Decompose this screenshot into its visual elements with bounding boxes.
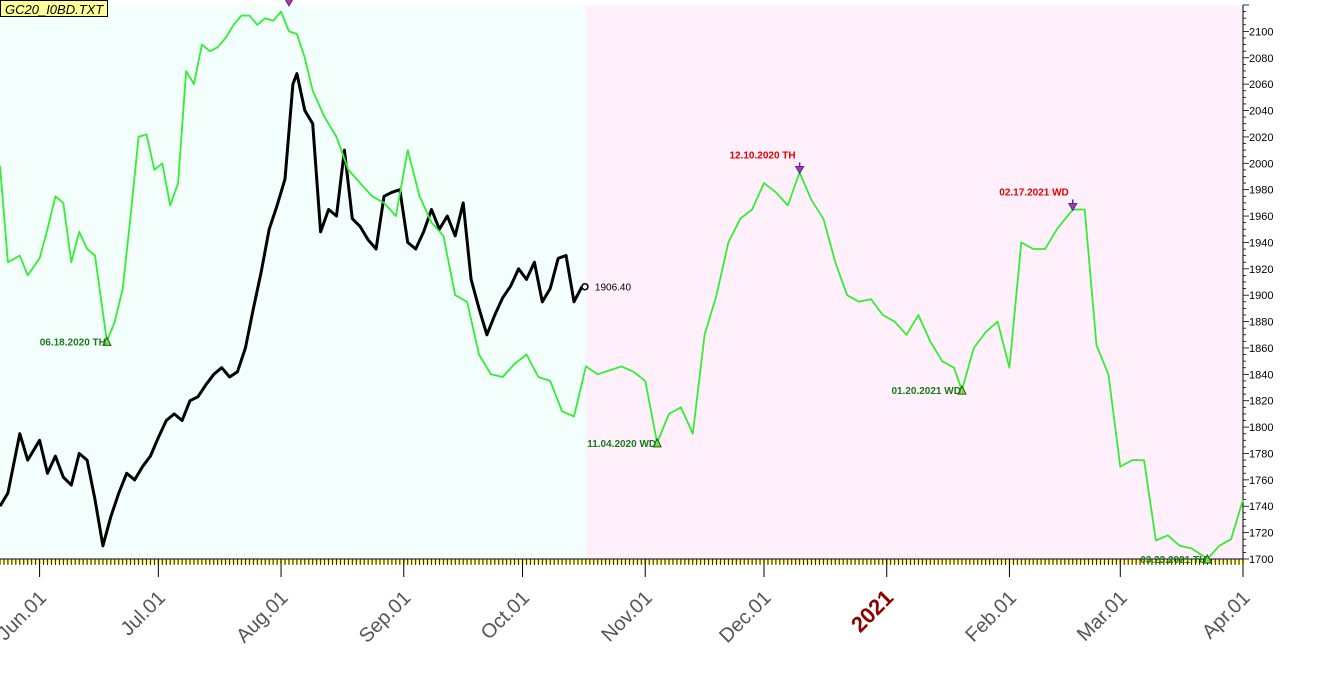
axis-tick-layer <box>0 4 1249 577</box>
y-tick-label: 2040 <box>1249 106 1273 118</box>
low-date-label: 01.20.2021 WD <box>891 386 961 397</box>
low-date-label: 03.23.2021 TU <box>1140 555 1206 566</box>
low-marker-arrow <box>652 437 662 448</box>
x-tick-label: Oct.01 <box>477 587 534 644</box>
x-minor-tick-marker <box>0 560 2 564</box>
y-tick-label: 2100 <box>1249 26 1273 38</box>
y-tick-label: 1880 <box>1249 317 1273 329</box>
x-tick-label: Aug.01 <box>232 587 292 647</box>
y-tick-label: 1900 <box>1249 290 1273 302</box>
forecast-region <box>585 5 1243 559</box>
price-series-line <box>0 72 584 548</box>
turning-point-layer <box>102 0 1213 564</box>
x-tick-label: Jun.01 <box>0 587 51 645</box>
y-tick-label: 2000 <box>1249 158 1273 170</box>
x-tick-label: Feb.01 <box>961 587 1021 647</box>
low-date-label: 06.18.2020 TH <box>40 337 106 348</box>
y-tick-label: 2060 <box>1249 79 1273 91</box>
y-tick-label: 1800 <box>1249 422 1273 434</box>
projection-series-line <box>0 10 1244 560</box>
y-tick-label: 1840 <box>1249 369 1273 381</box>
high-marker-arrow <box>1067 202 1078 212</box>
y-tick-label: 1780 <box>1249 448 1273 460</box>
low-marker-arrow <box>102 336 112 346</box>
y-tick-label: 1820 <box>1249 396 1273 408</box>
x-tick-label: Jul.01 <box>117 587 170 640</box>
y-tick-label: 1740 <box>1249 501 1273 513</box>
file-name-label: GC20_I0BD.TXT <box>0 0 109 17</box>
x-tick-label: Nov.01 <box>597 587 656 646</box>
high-date-label: 02.17.2021 WD <box>999 187 1069 198</box>
y-tick-label: 1700 <box>1249 554 1273 566</box>
x-tick-label: Apr.01 <box>1198 587 1254 643</box>
x-tick-label: Sep.01 <box>355 587 415 647</box>
low-date-label: 11.04.2020 WD <box>587 439 656 450</box>
high-marker-arrow <box>794 166 805 175</box>
high-marker-arrow <box>284 0 293 8</box>
y-tick-label: 1920 <box>1249 264 1273 276</box>
x-tick-label: Dec.01 <box>715 587 775 647</box>
y-tick-label: 1720 <box>1249 528 1273 540</box>
low-marker-arrow <box>957 385 967 395</box>
y-tick-label: 1980 <box>1249 185 1273 197</box>
y-tick-label: 1860 <box>1249 343 1273 355</box>
y-tick-label: 1760 <box>1249 475 1273 487</box>
y-tick-label: 2080 <box>1249 53 1273 65</box>
x-tick-label: Mar.01 <box>1073 587 1132 646</box>
last-price-marker <box>581 282 589 291</box>
last-price-label: 1906.40 <box>595 283 632 294</box>
x-year-label: 2021 <box>846 585 898 637</box>
y-tick-label: 1960 <box>1249 211 1273 223</box>
y-tick-label: 2020 <box>1249 132 1273 144</box>
y-tick-label: 1940 <box>1249 237 1273 249</box>
high-date-label: 12.10.2020 TH <box>729 151 795 162</box>
series-layer <box>0 10 1244 560</box>
low-marker-arrow <box>1202 553 1213 564</box>
